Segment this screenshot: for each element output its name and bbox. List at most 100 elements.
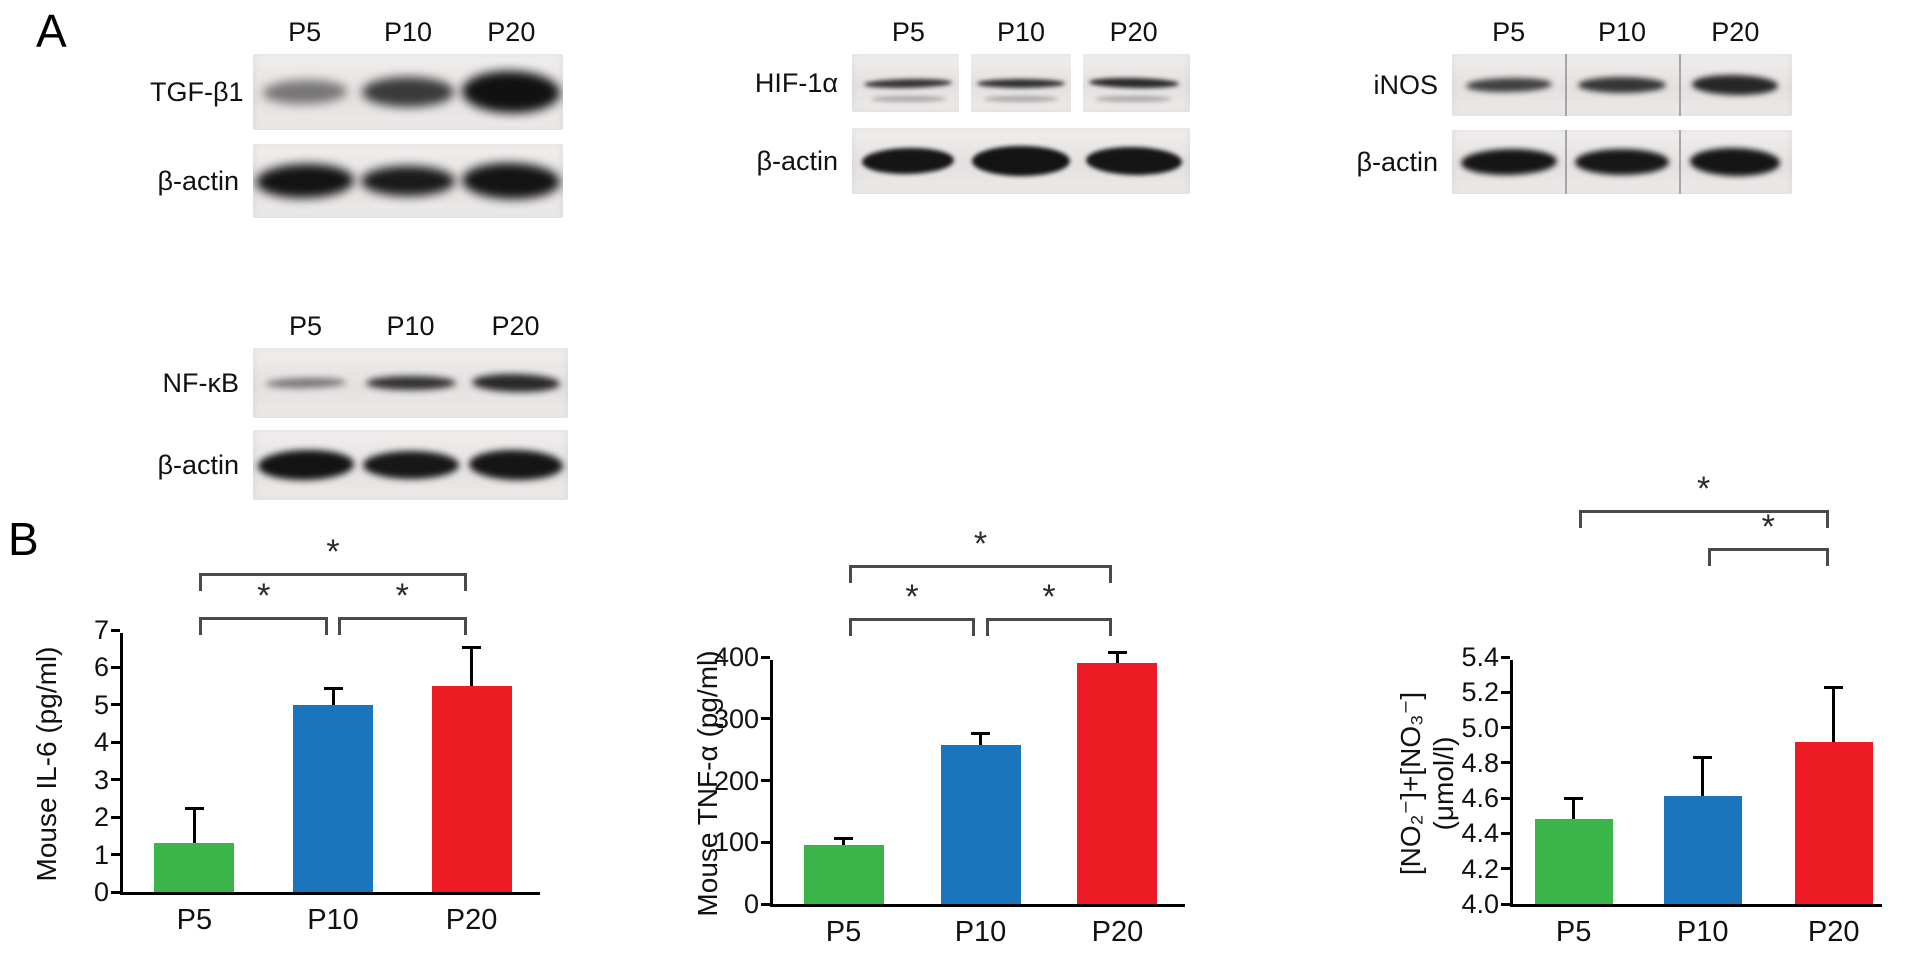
control-label: β-actin [756, 145, 838, 176]
lane-label-p5: P5 [288, 17, 322, 47]
blot-group-iNOS: P5 P10 P20 iNOS β-actin [1340, 12, 1792, 194]
secondary-band [870, 95, 946, 102]
control-blot-strip [253, 430, 568, 500]
lane-label-p20: P20 [1711, 17, 1760, 47]
band [1575, 149, 1669, 175]
y-tick-label: 5 [93, 689, 109, 720]
lane-label-p5: P5 [288, 311, 323, 341]
bar-p5 [1534, 819, 1613, 904]
lane-divider [1565, 130, 1568, 194]
band [461, 161, 561, 201]
y-tick [111, 665, 120, 669]
bar-p20 [1077, 663, 1158, 904]
band [262, 79, 347, 105]
band [265, 377, 346, 389]
y-tick [111, 740, 120, 744]
y-tick [1501, 796, 1510, 800]
y-tick [761, 655, 770, 659]
error-bar [1701, 759, 1705, 797]
lane-labels: P5 P10 P20 [852, 12, 1190, 54]
x-tick-label-p5: P5 [176, 904, 213, 936]
blot-row: β-actin [135, 430, 568, 500]
lane-label-p10: P10 [1597, 17, 1647, 47]
plot-area: 4.0 4.2 4.4 4.6 4.8 5.0 5.2 5.4 P5 P10 P20 * * [1461, 470, 1882, 948]
lane-label-p20: P20 [1109, 17, 1158, 47]
blot-group-TGF-β1: P5 P10 P20 TGF-β1 β-actin [150, 12, 563, 218]
error-bar [842, 840, 846, 846]
y-tick-label: 5.4 [1461, 642, 1499, 672]
band [461, 69, 561, 115]
significance-asterisk: * [905, 578, 919, 616]
lane-label-p5: P5 [1492, 17, 1526, 47]
y-tick-label: 4.8 [1461, 747, 1499, 778]
x-tick-label-p5: P5 [1555, 916, 1592, 948]
y-tick [111, 890, 120, 894]
control-blot-strip [852, 128, 1190, 194]
y-tick-label: 5.0 [1461, 712, 1499, 743]
secondary-band [1095, 96, 1172, 102]
lane-label-p10: P10 [996, 17, 1046, 47]
y-tick [111, 778, 120, 782]
lane-divider [1678, 130, 1681, 194]
band [468, 449, 563, 481]
x-tick-label-p10: P10 [954, 916, 1007, 948]
blot-gap [150, 130, 563, 144]
blot-row: iNOS [1340, 54, 1792, 116]
lane-labels: P5 P10 P20 [253, 12, 563, 54]
y-tick-label: 1 [93, 839, 109, 870]
control-label: β-actin [1356, 146, 1438, 177]
error-bar-cap [1824, 685, 1844, 689]
control-blot-strip [253, 144, 563, 218]
bar-chart-3: [NO₂⁻]+[NO₃⁻] (μmol/l) 4.0 4.2 4.4 4.6 4.8 5.0 5… [1392, 470, 1912, 950]
significance-asterisk: * [326, 533, 340, 571]
band [1088, 77, 1179, 89]
y-tick [1501, 831, 1510, 835]
band [361, 166, 455, 196]
y-tick-label: 300 [713, 703, 759, 734]
x-tick-label-p5: P5 [825, 916, 862, 948]
band [977, 78, 1065, 88]
significance-bracket [985, 618, 1113, 636]
y-tick [761, 779, 770, 782]
y-tick [1501, 690, 1510, 694]
error-bar-cap [1693, 756, 1713, 760]
significance-bracket [199, 617, 328, 635]
protein-label: TGF-β1 [150, 76, 244, 107]
significance-bracket [1707, 548, 1829, 566]
band [362, 77, 454, 107]
lane-divider [1678, 54, 1681, 116]
y-tick-label: 5.2 [1461, 677, 1499, 708]
lane-gap [1071, 54, 1084, 112]
error-bar [979, 735, 982, 745]
y-tick-label: 0 [743, 889, 759, 919]
error-bar [1572, 799, 1576, 820]
lane-gap [958, 54, 971, 112]
blot-row: β-actin [1340, 130, 1792, 194]
band [362, 451, 459, 479]
y-tick-label: 2 [93, 802, 109, 833]
plot-area: 0 100 200 300 400 P5 P10 P20 * * * [714, 525, 1185, 948]
x-tick-label-p20: P20 [1091, 916, 1144, 948]
error-bar [192, 809, 196, 844]
y-tick-label: 7 [93, 615, 109, 645]
y-tick [111, 703, 120, 707]
lane-divider [1565, 54, 1568, 116]
x-tick-label-p20: P20 [1807, 916, 1860, 948]
error-bar-cap [1564, 796, 1584, 800]
y-tick [761, 902, 770, 906]
protein-blot-strip [253, 54, 563, 130]
protein-blot-strip [1452, 54, 1792, 116]
y-tick-label: 6 [93, 652, 109, 683]
y-tick [761, 840, 770, 844]
band [255, 162, 355, 200]
blot-row: β-actin [150, 144, 563, 218]
x-tick-label-p10: P10 [307, 904, 359, 936]
significance-asterisk: * [257, 577, 271, 615]
control-blot-strip [1452, 130, 1792, 194]
bar-chart-2: Mouse TNF-α (pg/ml) 0 100 200 300 400 P5 P10 P20… [655, 525, 1220, 950]
blot-gap [1340, 116, 1792, 130]
bar-p10 [293, 704, 373, 892]
significance-asterisk: * [973, 525, 988, 563]
x-tick-label-p10: P10 [1676, 916, 1729, 948]
error-bar [1115, 653, 1119, 664]
